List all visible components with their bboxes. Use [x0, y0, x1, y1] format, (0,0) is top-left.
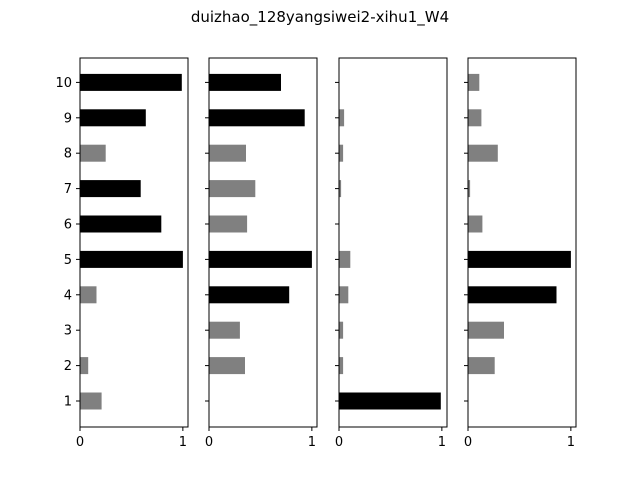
bar-panel3-cat9 — [339, 109, 345, 127]
bar-panel3-cat2 — [339, 357, 344, 375]
bar-panel2-cat5 — [209, 250, 312, 268]
y-tick-label: 8 — [64, 147, 72, 162]
bar-panel3-cat8 — [339, 144, 344, 162]
x-tick-label: 0 — [205, 435, 213, 450]
panel-frame — [467, 57, 577, 428]
bar-panel1-cat10 — [80, 73, 182, 91]
panel-1: 1 2 3 4 5 6 7 8 9 10 0 1 — [55, 57, 189, 450]
bar-panel3-cat4 — [339, 286, 349, 304]
bar-panel4-cat6 — [468, 215, 483, 233]
bar-panel1-cat8 — [80, 144, 106, 162]
bar-panel3-cat3 — [339, 321, 344, 339]
chart-title: duizhao_128yangsiwei2-xihu1_W4 — [191, 8, 449, 27]
bar-panel2-cat8 — [209, 144, 246, 162]
bar-panel2-cat7 — [209, 180, 256, 198]
x-tick-label: 0 — [464, 435, 472, 450]
panel-frame — [208, 57, 318, 428]
y-tick-label: 3 — [64, 324, 72, 339]
bar-panel4-cat10 — [468, 73, 480, 91]
bar-panel1-cat2 — [80, 357, 89, 375]
x-tick-label: 1 — [179, 435, 187, 450]
y-tick-label: 1 — [64, 395, 72, 410]
bar-panel1-cat5 — [80, 250, 183, 268]
bar-panel1-cat9 — [80, 109, 146, 127]
x-tick-label: 1 — [438, 435, 446, 450]
bar-panel1-cat6 — [80, 215, 162, 233]
panel-frame — [79, 57, 189, 428]
x-tick-label: 0 — [76, 435, 84, 450]
bar-panel2-cat2 — [209, 357, 245, 375]
bar-panel4-cat3 — [468, 321, 504, 339]
bar-panel2-cat9 — [209, 109, 305, 127]
x-tick-label: 1 — [567, 435, 575, 450]
bar-panel2-cat10 — [209, 73, 281, 91]
y-tick-label: 4 — [64, 288, 72, 303]
bar-panel4-cat9 — [468, 109, 482, 127]
bar-panel1-cat7 — [80, 180, 141, 198]
y-tick-label: 5 — [64, 253, 72, 268]
x-tick-label: 0 — [335, 435, 343, 450]
bar-panel3-cat1 — [339, 392, 441, 410]
bar-panel2-cat4 — [209, 286, 290, 304]
bar-panel3-cat7 — [339, 180, 342, 198]
bar-panel4-cat4 — [468, 286, 557, 304]
bar-panel4-cat8 — [468, 144, 498, 162]
x-tick-label: 1 — [308, 435, 316, 450]
bar-panel1-cat1 — [80, 392, 102, 410]
bar-panel2-cat3 — [209, 321, 240, 339]
bar-panel1-cat4 — [80, 286, 97, 304]
panel-frame — [338, 57, 448, 428]
bar-panel4-cat7 — [468, 180, 471, 198]
y-tick-label: 6 — [64, 218, 72, 233]
y-tick-label: 10 — [55, 76, 72, 91]
y-tick-label: 2 — [64, 359, 72, 374]
bar-panel4-cat2 — [468, 357, 495, 375]
y-tick-label: 9 — [64, 111, 72, 126]
y-tick-label: 7 — [64, 182, 72, 197]
bar-panel4-cat5 — [468, 250, 571, 268]
bar-panel3-cat5 — [339, 250, 351, 268]
bar-panel2-cat6 — [209, 215, 248, 233]
